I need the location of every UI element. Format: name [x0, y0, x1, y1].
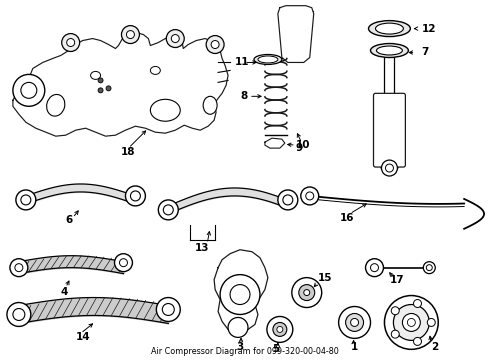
- Circle shape: [126, 31, 134, 39]
- Circle shape: [98, 88, 103, 93]
- Circle shape: [393, 305, 429, 340]
- Circle shape: [15, 264, 23, 272]
- Polygon shape: [214, 250, 268, 332]
- Circle shape: [277, 327, 283, 332]
- Circle shape: [163, 205, 173, 215]
- Circle shape: [122, 26, 140, 44]
- Circle shape: [115, 254, 132, 272]
- Circle shape: [220, 275, 260, 315]
- Circle shape: [427, 319, 435, 327]
- Circle shape: [426, 265, 432, 271]
- Text: Air Compressor Diagram for 099-320-00-04-80: Air Compressor Diagram for 099-320-00-04…: [151, 347, 339, 356]
- Circle shape: [370, 264, 378, 272]
- Circle shape: [130, 191, 141, 201]
- Circle shape: [292, 278, 322, 307]
- Circle shape: [414, 300, 421, 307]
- Ellipse shape: [47, 94, 65, 116]
- Text: 15: 15: [318, 273, 332, 283]
- Circle shape: [21, 195, 31, 205]
- Circle shape: [301, 187, 318, 205]
- Ellipse shape: [150, 67, 160, 75]
- Text: 13: 13: [195, 243, 210, 253]
- Circle shape: [10, 259, 28, 276]
- Circle shape: [423, 262, 435, 274]
- Circle shape: [273, 323, 287, 336]
- Circle shape: [16, 190, 36, 210]
- Circle shape: [21, 82, 37, 98]
- Text: 10: 10: [296, 140, 310, 150]
- Circle shape: [339, 306, 370, 338]
- Circle shape: [283, 195, 293, 205]
- Circle shape: [125, 186, 146, 206]
- Circle shape: [306, 192, 314, 200]
- Text: 4: 4: [61, 287, 68, 297]
- Circle shape: [386, 164, 393, 172]
- FancyBboxPatch shape: [373, 93, 405, 167]
- Circle shape: [345, 314, 364, 332]
- Polygon shape: [278, 6, 314, 62]
- Circle shape: [267, 316, 293, 342]
- Circle shape: [206, 36, 224, 54]
- Circle shape: [366, 259, 384, 276]
- Text: 14: 14: [75, 332, 90, 342]
- Text: 3: 3: [236, 342, 244, 352]
- Text: 12: 12: [421, 24, 436, 33]
- Circle shape: [156, 298, 180, 321]
- Circle shape: [106, 86, 111, 91]
- Circle shape: [98, 78, 103, 83]
- Circle shape: [13, 309, 25, 320]
- Circle shape: [62, 33, 80, 51]
- Text: 7: 7: [421, 48, 429, 58]
- Ellipse shape: [254, 54, 282, 64]
- Text: 5: 5: [272, 345, 279, 354]
- Ellipse shape: [91, 71, 100, 80]
- Circle shape: [391, 330, 399, 338]
- Circle shape: [172, 35, 179, 42]
- Ellipse shape: [375, 23, 403, 34]
- Circle shape: [391, 307, 399, 315]
- Ellipse shape: [370, 44, 408, 58]
- Text: 9: 9: [296, 143, 303, 153]
- Circle shape: [414, 337, 421, 345]
- Circle shape: [120, 259, 127, 267]
- Circle shape: [7, 302, 31, 327]
- Ellipse shape: [258, 56, 278, 63]
- Circle shape: [230, 285, 250, 305]
- Text: 11: 11: [235, 58, 249, 67]
- Text: 17: 17: [390, 275, 404, 285]
- Circle shape: [407, 319, 416, 327]
- Ellipse shape: [368, 21, 410, 37]
- Circle shape: [350, 319, 359, 327]
- Text: 1: 1: [351, 342, 358, 352]
- Circle shape: [382, 160, 397, 176]
- Circle shape: [13, 75, 45, 106]
- Ellipse shape: [376, 46, 402, 55]
- Circle shape: [278, 190, 298, 210]
- Polygon shape: [265, 138, 285, 148]
- Circle shape: [162, 303, 174, 315]
- Circle shape: [304, 289, 310, 296]
- Text: 18: 18: [121, 147, 136, 157]
- Ellipse shape: [150, 99, 180, 121]
- Text: 16: 16: [340, 213, 354, 223]
- Circle shape: [158, 200, 178, 220]
- Circle shape: [67, 39, 74, 46]
- Circle shape: [228, 318, 248, 337]
- Text: 6: 6: [66, 215, 73, 225]
- Circle shape: [385, 296, 438, 349]
- Polygon shape: [13, 32, 228, 136]
- Circle shape: [166, 30, 184, 48]
- Text: 8: 8: [240, 91, 247, 101]
- Circle shape: [299, 285, 315, 301]
- Ellipse shape: [203, 96, 217, 114]
- Text: 2: 2: [431, 342, 439, 352]
- Circle shape: [211, 41, 219, 49]
- Circle shape: [402, 314, 420, 332]
